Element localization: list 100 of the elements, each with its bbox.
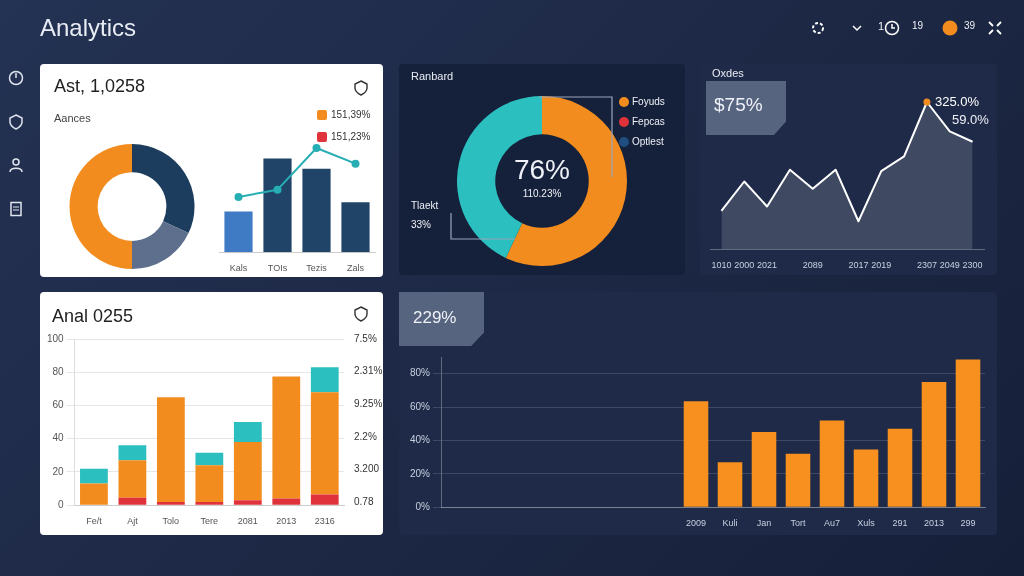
x-tick-label: Xuls	[857, 518, 876, 529]
text: 151,23%	[331, 131, 371, 142]
x-tick-label: TOIs	[267, 263, 288, 274]
x-tick-label: Tezis	[306, 263, 328, 274]
y-tick-label: 80	[52, 365, 65, 377]
text: 2.2%	[354, 431, 377, 442]
bar	[233, 422, 262, 443]
y-tick-label: 80%	[410, 367, 431, 379]
bar	[195, 465, 224, 502]
bar	[80, 483, 108, 505]
x-tick-label: Zals	[346, 263, 365, 274]
y-tick-label: 60	[52, 399, 65, 411]
y-tick-label: 0%	[415, 500, 431, 512]
x-tick-label: Jan	[756, 518, 772, 529]
bar	[717, 462, 743, 507]
text: 39	[964, 20, 976, 31]
bar	[224, 211, 253, 253]
bar	[955, 359, 981, 507]
chart-title: Oxdes	[712, 67, 744, 79]
x-tick-label: 2307	[916, 260, 937, 271]
x-tick-label: Kals	[229, 263, 248, 274]
bar	[118, 460, 147, 498]
text: Tlaekt	[411, 200, 439, 211]
bar	[80, 468, 108, 484]
bar	[272, 498, 301, 505]
y-tick-label: 100	[47, 332, 65, 344]
bar	[310, 367, 339, 393]
x-tick-label: 291	[892, 518, 908, 529]
text: 7.5%	[354, 333, 377, 344]
bar	[921, 382, 947, 507]
x-tick-label: 2081	[237, 516, 258, 527]
bar	[887, 428, 913, 507]
annotation: 325.0%	[934, 93, 980, 109]
x-tick-label: 2000	[734, 260, 755, 271]
point	[312, 144, 321, 152]
point	[351, 159, 360, 168]
text: 0.78	[354, 496, 374, 507]
bar	[263, 158, 292, 253]
bar	[302, 168, 331, 253]
text: 3.200	[354, 463, 380, 474]
bar	[118, 497, 147, 505]
x-tick-label: 2089	[802, 260, 823, 271]
chart-title: Anal 0255	[52, 306, 134, 327]
annotation: 59.0%	[952, 112, 989, 127]
bar	[819, 420, 845, 507]
text: Optlest	[632, 136, 664, 147]
x-tick-label: 2049	[939, 260, 960, 271]
text: 9.25%	[354, 398, 383, 409]
bar	[310, 494, 339, 505]
bar	[683, 401, 709, 507]
y-tick-label: 40%	[410, 434, 431, 446]
x-tick-label: Kuli	[722, 518, 738, 529]
bar	[751, 432, 777, 507]
y-tick-label: 60%	[410, 400, 431, 412]
y-tick-label: 20	[52, 465, 65, 477]
bar	[156, 397, 185, 502]
x-tick-label: Tort	[790, 518, 806, 529]
bar	[233, 442, 262, 501]
x-tick-label: 2300	[962, 260, 983, 271]
text: 33%	[411, 219, 432, 230]
point	[234, 192, 243, 201]
x-tick-label: Au7	[824, 518, 841, 529]
x-tick-label: Tere	[200, 516, 219, 527]
annotation: $75%	[714, 94, 763, 116]
text: 1	[878, 20, 885, 32]
chart-title: Ranbard	[411, 70, 454, 82]
x-tick-label: 2316	[314, 516, 335, 527]
bar	[195, 452, 224, 466]
text: 2.31%	[354, 365, 383, 376]
x-tick-label: 2013	[923, 518, 945, 529]
bar	[233, 500, 262, 505]
text: Foyuds	[632, 96, 665, 107]
text: Analytics	[40, 14, 137, 42]
text: 229%	[413, 308, 457, 328]
x-tick-label: Fe/t	[86, 516, 103, 527]
x-tick-label: 299	[960, 518, 976, 529]
x-tick-label: Ajt	[127, 516, 139, 527]
bar	[156, 501, 185, 505]
x-tick-label: 2019	[871, 260, 892, 271]
bar	[272, 376, 301, 499]
bar	[341, 202, 370, 253]
text: Fepcas	[632, 116, 665, 127]
x-tick-label: 2009	[685, 518, 707, 529]
text: 76%	[513, 154, 571, 186]
chart-title: Ast, 1,0258	[54, 76, 146, 97]
x-tick-label: 2021	[757, 260, 778, 271]
point	[273, 185, 282, 194]
bar	[195, 501, 224, 505]
text: 19	[912, 20, 924, 31]
y-tick-label: 40	[52, 432, 65, 444]
x-tick-label: 1010	[711, 260, 732, 271]
x-tick-label: 2017	[848, 260, 869, 271]
chart-subtitle: Aances	[54, 112, 91, 124]
y-tick-label: 0	[58, 498, 65, 510]
bar	[785, 453, 811, 507]
x-tick-label: 2013	[276, 516, 297, 527]
x-tick-label: Tolo	[162, 516, 180, 527]
bar	[118, 445, 147, 461]
bar	[853, 449, 879, 507]
bar	[310, 392, 339, 495]
